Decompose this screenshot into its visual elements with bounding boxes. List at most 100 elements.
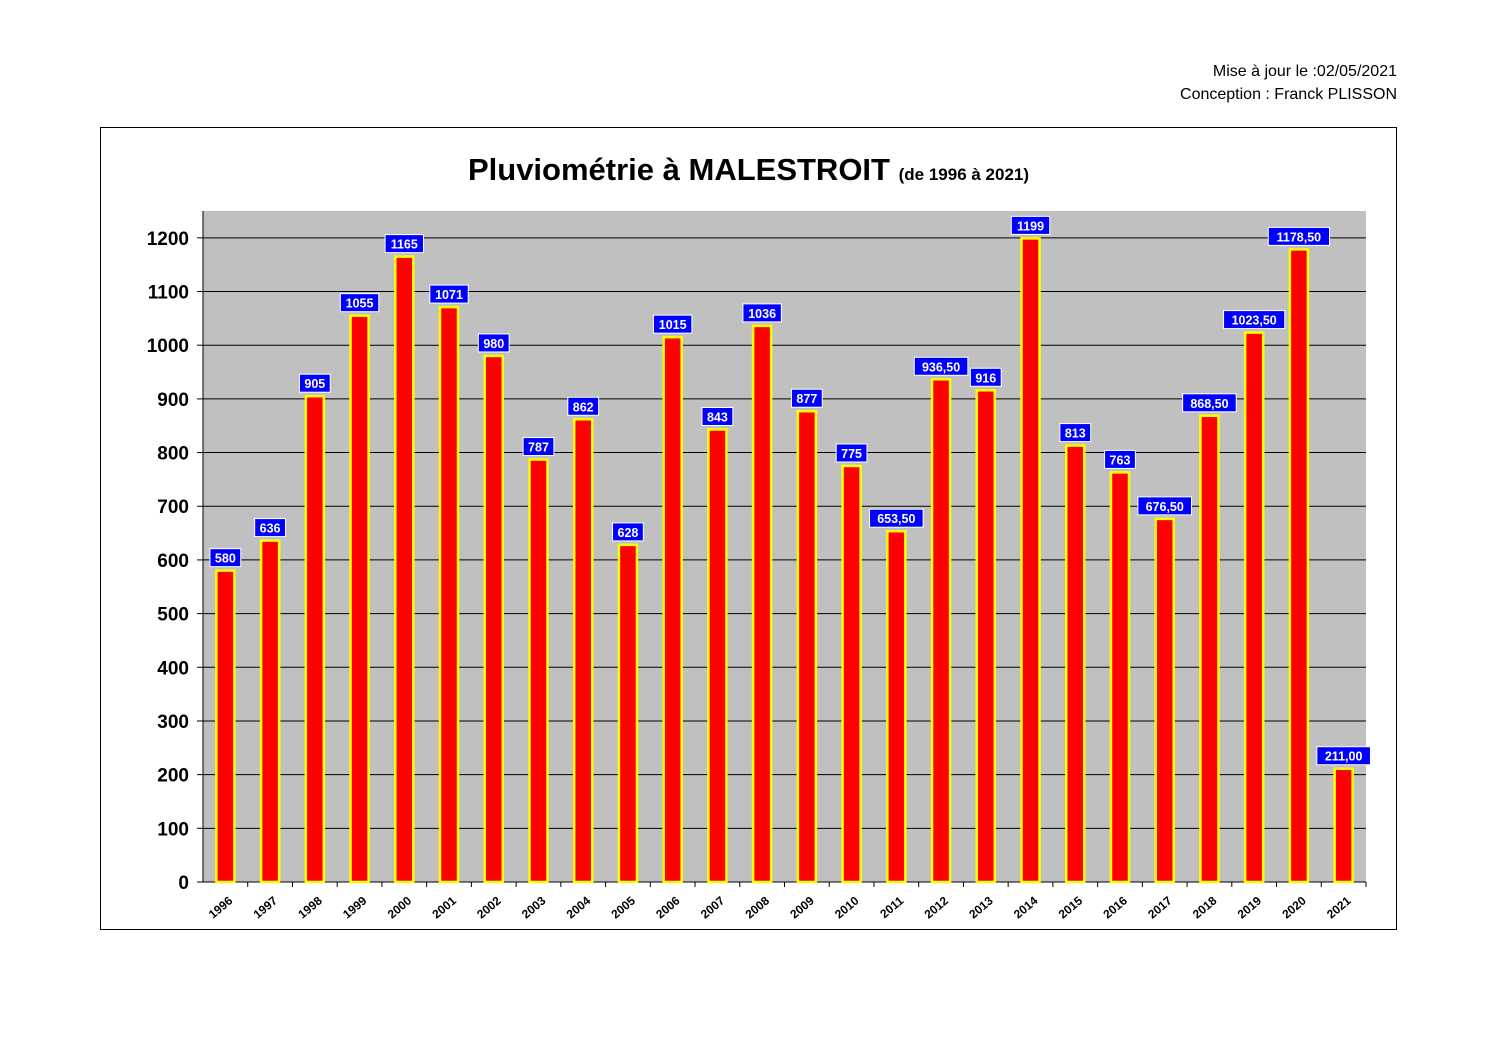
data-label: 580 [215, 552, 236, 566]
data-label: 1199 [1017, 219, 1044, 233]
y-tick-label: 300 [157, 712, 189, 733]
bar [841, 464, 862, 884]
data-label: 1055 [346, 297, 374, 311]
y-tick-label: 1000 [147, 336, 189, 357]
y-tick-label: 1100 [148, 283, 189, 304]
bar [304, 394, 326, 884]
data-label-box [869, 508, 924, 528]
bar [1065, 444, 1086, 884]
data-label: 636 [260, 522, 281, 536]
data-label-box [384, 234, 424, 254]
subtitle-text: (de 1996 à 2021) [898, 165, 1030, 184]
data-label-box [1182, 393, 1237, 413]
bar [1243, 331, 1265, 884]
bar [886, 529, 907, 884]
data-label-box [339, 293, 380, 313]
bar [1199, 414, 1220, 884]
y-tick-label: 600 [157, 551, 189, 572]
x-tick-label: 1998 [295, 893, 325, 921]
data-label-box [612, 522, 644, 542]
x-tick-label: 2008 [743, 893, 773, 921]
data-label-box [701, 406, 734, 426]
data-label-box [1010, 215, 1051, 235]
data-label-box [969, 367, 1002, 387]
author-credit: Conception : Franck PLISSON [1180, 86, 1397, 103]
data-label: 813 [1065, 427, 1086, 441]
data-label-box [429, 284, 469, 304]
x-tick-label: 2012 [922, 893, 952, 921]
x-tick-label: 2020 [1279, 893, 1309, 921]
data-label-box [477, 333, 510, 353]
data-label-box [1104, 449, 1136, 469]
x-tick-label: 2001 [429, 893, 459, 921]
x-tick-label: 2000 [385, 893, 415, 921]
data-label: 653,50 [877, 512, 915, 526]
x-tick-label: 2018 [1190, 893, 1220, 921]
data-label-box [652, 314, 693, 334]
bar [617, 543, 639, 884]
data-label: 980 [483, 337, 504, 351]
title-text: Pluviométrie à MALESTROIT [467, 152, 890, 187]
bar [438, 305, 460, 884]
bar [1154, 517, 1175, 884]
data-label-box [298, 373, 331, 393]
data-label-box [567, 396, 600, 416]
x-tick-label: 1996 [206, 893, 236, 921]
x-tick-label: 2015 [1056, 893, 1086, 921]
data-label: 763 [1110, 453, 1131, 467]
x-tick-label: 2014 [1011, 893, 1041, 921]
bar [1333, 767, 1354, 884]
bar [751, 324, 773, 884]
bar [975, 389, 997, 884]
bar [796, 409, 818, 884]
x-tick-label: 2003 [519, 893, 549, 921]
data-label-box [742, 303, 782, 323]
bar [483, 354, 504, 884]
data-label-box [913, 356, 969, 376]
data-label-box [1137, 496, 1193, 516]
data-label: 1023,50 [1232, 314, 1277, 328]
x-tick-label: 2010 [832, 893, 862, 921]
data-label-box [1267, 226, 1331, 246]
y-tick-label: 900 [157, 390, 189, 411]
data-label: 628 [618, 526, 639, 540]
x-tick-label: 2017 [1145, 893, 1175, 921]
data-label-box [522, 437, 555, 457]
data-label: 1071 [435, 288, 463, 302]
x-tick-label: 2016 [1100, 893, 1130, 921]
x-tick-label: 2021 [1324, 893, 1354, 921]
bar [259, 539, 281, 884]
x-tick-label: 2005 [608, 893, 638, 921]
x-tick-label: 2002 [474, 893, 504, 921]
data-label-box [209, 548, 242, 568]
data-label-box [1223, 310, 1286, 330]
data-label: 676,50 [1146, 500, 1184, 514]
data-label: 1178,50 [1277, 230, 1322, 244]
data-label-box [254, 518, 286, 538]
y-tick-label: 500 [157, 605, 189, 626]
bar [930, 378, 952, 884]
data-label-box [790, 388, 823, 408]
x-tick-label: 1997 [251, 893, 281, 921]
x-tick-label: 2009 [787, 893, 817, 921]
data-label: 1036 [748, 307, 776, 321]
y-tick-label: 0 [178, 873, 189, 894]
bar [1020, 237, 1041, 884]
data-label: 1015 [659, 318, 687, 332]
data-label: 787 [528, 441, 549, 455]
bar [1109, 471, 1131, 884]
bar [528, 458, 549, 884]
data-label: 916 [975, 371, 996, 385]
bar [349, 314, 370, 884]
bar [707, 428, 728, 884]
data-label: 1165 [391, 238, 418, 252]
x-tick-label: 2011 [877, 893, 906, 921]
data-label-box [1316, 746, 1371, 766]
bar [572, 418, 594, 884]
data-label: 843 [707, 410, 728, 424]
x-tick-label: 2013 [966, 893, 996, 921]
y-tick-label: 400 [157, 658, 189, 679]
bar [394, 255, 415, 884]
data-label: 905 [304, 377, 325, 391]
data-label: 936,50 [922, 360, 960, 374]
